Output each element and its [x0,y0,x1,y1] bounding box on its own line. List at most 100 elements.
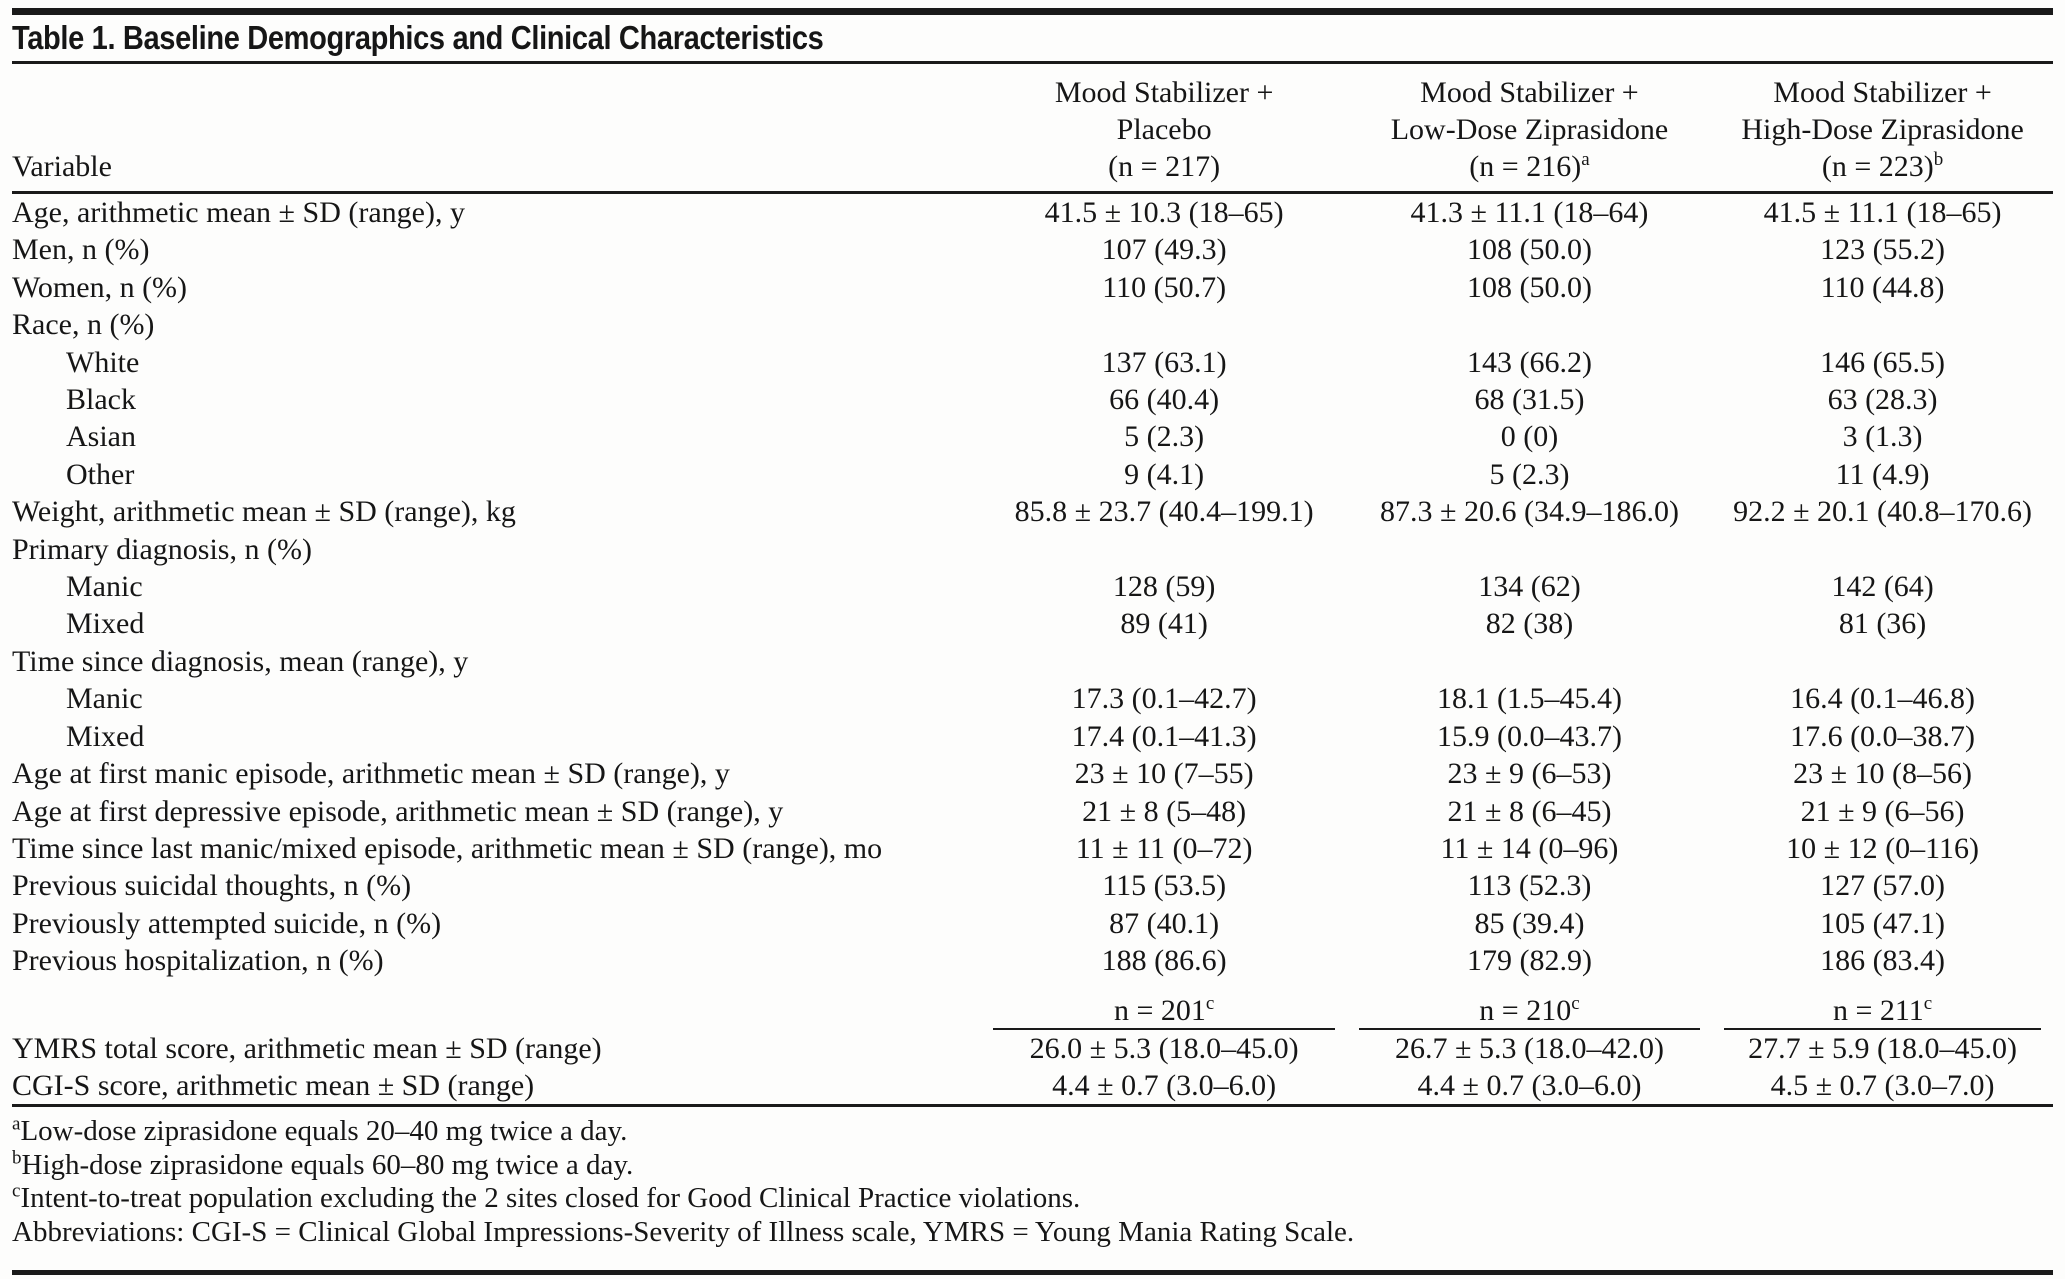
table-row: Race, n (%) [12,306,2053,343]
value-cell: 105 (47.1) [1820,906,1946,940]
value-cell: 4.5 ± 0.7 (3.0–7.0) [1770,1068,1995,1102]
value-cell: 143 (66.2) [1466,345,1592,379]
value-cell [1712,306,2053,343]
value-cell: 85 (39.4) [1474,906,1585,940]
value-cell: 3 (1.3) [1842,420,1923,454]
row-label: Black [66,383,136,417]
row-label [12,980,981,1030]
header-line: High-Dose Ziprasidone [1741,113,2024,146]
title-rule [12,61,2053,64]
value-cell: 41.3 ± 11.1 (18–64) [1410,196,1649,229]
value-cell: 23 ± 9 (6–53) [1447,757,1612,791]
table-title-text: Table 1. Baseline Demographics and Clini… [12,19,824,56]
footnotes: aLow-dose ziprasidone equals 20–40 mg tw… [12,1115,2053,1249]
value-cell [981,306,1346,343]
value-cell: 81 (36) [1838,607,1927,641]
row-label: Previous hospitalization, n (%) [12,944,384,978]
value-cell: 108 (50.0) [1466,270,1592,304]
variable-header-label: Variable [12,150,112,183]
footnote-marker: c [1923,992,1933,1014]
value-cell [1712,531,2053,568]
demographics-table: Variable Mood Stabilizer + Placebo (n = … [12,64,2053,1108]
value-cell: 82 (38) [1485,607,1574,641]
table-row: Age at first manic episode, arithmetic m… [12,755,2053,792]
footnote-text: Low-dose ziprasidone equals 20–40 mg twi… [20,1115,628,1148]
value-cell: 23 ± 10 (8–56) [1793,757,1973,791]
column-header-placebo: Mood Stabilizer + Placebo (n = 217) [981,64,1347,194]
value-cell: 186 (83.4) [1820,944,1946,978]
footnote-a: aLow-dose ziprasidone equals 20–40 mg tw… [12,1115,2053,1149]
row-label: Previous suicidal thoughts, n (%) [12,869,412,903]
value-cell [1347,531,1712,568]
value-cell: 41.5 ± 10.3 (18–65) [1044,196,1284,229]
value-cell: 5 (2.3) [1489,457,1570,491]
row-label: Manic [66,682,143,716]
row-label: Women, n (%) [12,270,188,304]
group-n-label: n = 201c [993,992,1335,1030]
table-row: Previous hospitalization, n (%) 188 (86.6… [12,942,2053,979]
value-cell: 115 (53.5) [1102,869,1227,903]
column-header-high-dose: Mood Stabilizer + High-Dose Ziprasidone … [1712,64,2053,194]
table-row: YMRS total score, arithmetic mean ± SD (… [12,1030,2053,1067]
footnote-marker: c [12,1180,21,1202]
value-cell: 85.8 ± 23.7 (40.4–199.1) [1014,495,1314,529]
table-row: CGI-S score, arithmetic mean ± SD (range… [12,1067,2053,1106]
value-cell: 179 (82.9) [1466,944,1592,978]
value-cell: 23 ± 10 (7–55) [1074,757,1254,791]
header-line: (n = 217) [1108,150,1221,183]
group-n-label: n = 210c [1358,992,1701,1030]
value-cell: 137 (63.1) [1101,345,1227,379]
header-line: Placebo [1116,113,1212,146]
footnote-marker: c [1205,992,1215,1014]
header-line: Mood Stabilizer + [1054,76,1274,109]
group-n-cell: n = 210c [1347,980,1712,1030]
value-cell: 26.0 ± 5.3 (18.0–45.0) [1029,1031,1299,1065]
header-line: Mood Stabilizer + [1773,76,1992,109]
value-cell: 4.4 ± 0.7 (3.0–6.0) [1417,1068,1642,1102]
footnote-marker: c [1571,992,1580,1014]
table-row: Mixed 89 (41) 82 (38) 81 (36) [12,605,2053,642]
footnote-text: Intent-to-treat population excluding the… [20,1182,1081,1215]
header-line: (n = 216)a [1469,149,1590,183]
row-label: Previously attempted suicide, n (%) [12,906,442,940]
value-cell: 142 (64) [1831,570,1934,604]
value-cell [1347,306,1712,343]
footnote-c: cIntent-to-treat population excluding th… [12,1182,2053,1216]
value-cell: 0 (0) [1500,420,1559,454]
table-row: Asian 5 (2.3) 0 (0) 3 (1.3) [12,418,2053,455]
footnote-abbreviations: Abbreviations: CGI-S = Clinical Global I… [12,1216,2053,1250]
row-label: Time since last manic/mixed episode, ari… [12,831,883,865]
row-label: Age at first depressive episode, arithme… [12,794,784,828]
group-n-label: n = 211c [1724,994,2041,1030]
row-label: Men, n (%) [12,233,150,267]
row-label: Mixed [66,719,145,753]
footnote-b: bHigh-dose ziprasidone equals 60–80 mg t… [12,1147,2053,1183]
top-rule [12,8,2053,15]
table-row: Age, arithmetic mean ± SD (range), y 41.5… [12,193,2053,232]
header-line: Low-Dose Ziprasidone [1390,113,1669,146]
table-body: Age, arithmetic mean ± SD (range), y 41.5… [12,193,2053,1106]
row-label: Time since diagnosis, mean (range), y [12,644,469,678]
value-cell: 92.2 ± 20.1 (40.8–170.6) [1733,495,2033,529]
row-label: YMRS total score, arithmetic mean ± SD (… [12,1031,602,1065]
value-cell: 11 (4.9) [1835,457,1930,491]
value-cell: 9 (4.1) [1124,457,1205,491]
value-cell: 10 ± 12 (0–116) [1786,831,1979,865]
value-cell: 110 (44.8) [1820,270,1945,304]
footnote-marker: a [12,1113,21,1135]
footnote-marker: b [12,1147,22,1169]
value-cell: 188 (86.6) [1101,944,1227,978]
value-cell: 123 (55.2) [1820,233,1946,267]
group-n-cell: n = 211c [1712,980,2053,1030]
footnote-text: High-dose ziprasidone equals 60–80 mg tw… [21,1148,634,1181]
table-row: Time since last manic/mixed episode, ari… [12,830,2053,867]
value-cell [1347,643,1712,680]
value-cell: 89 (41) [1120,607,1208,641]
value-cell: 16.4 (0.1–46.8) [1790,682,1976,716]
value-cell: 11 ± 14 (0–96) [1440,831,1619,865]
table-row: Previously attempted suicide, n (%) 87 (4… [12,905,2053,942]
footnote-text: Abbreviations: CGI-S = Clinical Global I… [12,1215,1355,1248]
value-cell [981,531,1346,568]
value-cell: 113 (52.3) [1467,869,1592,903]
value-cell: 17.6 (0.0–38.7) [1790,719,1976,753]
